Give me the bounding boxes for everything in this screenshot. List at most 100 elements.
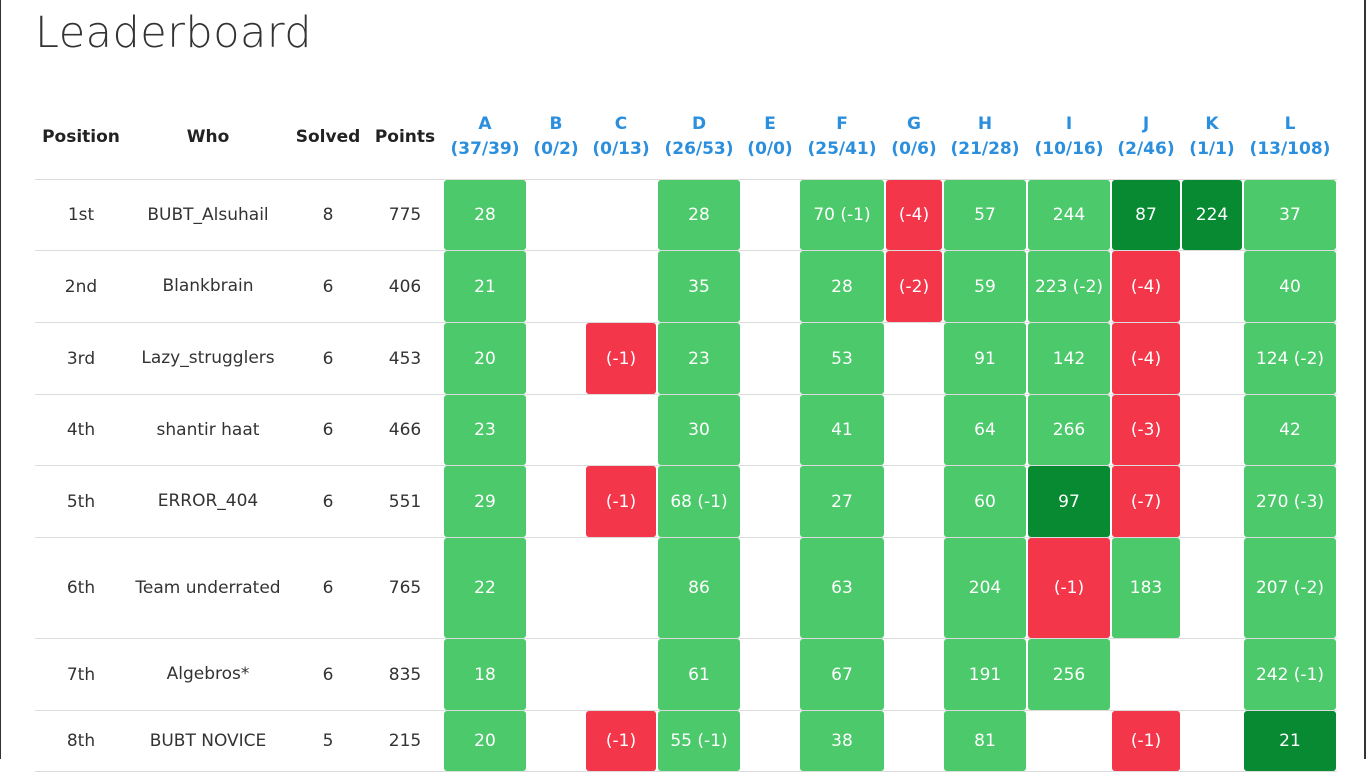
problem-letter[interactable]: G [907,113,921,134]
problem-letter[interactable]: F [836,113,848,134]
problem-stats: (1/1) [1189,138,1235,159]
header-points: Points [367,94,443,180]
problem-stats: (0/2) [533,138,579,159]
rejected-result: (-4) [1112,323,1180,394]
accepted-result: 53 [800,323,884,394]
empty-result [886,323,942,394]
team-name-cell[interactable]: BUBT_Alsuhail [127,180,289,251]
problem-cell-b [527,395,585,466]
accepted-result: 40 [1244,251,1336,322]
problem-header-b[interactable]: B (0/2) [527,94,585,180]
problem-cell-e [741,251,799,323]
team-name-cell[interactable]: Lazy_strugglers [127,323,289,395]
problem-letter[interactable]: J [1142,113,1150,134]
problem-header-k[interactable]: K (1/1) [1181,94,1243,180]
position-cell: 4th [35,395,127,466]
problem-cell-c [585,251,657,323]
team-name-cell[interactable]: Team underrated [127,538,289,639]
table-row: 3rd Lazy_strugglers 6 453 20 (-1) 23 53 91 142 (-4… [35,323,1337,395]
problem-cell-h: 57 [943,180,1027,251]
accepted-result: 142 [1028,323,1110,394]
problem-cell-j: (-7) [1111,466,1181,538]
team-name-cell[interactable]: BUBT NOVICE [127,711,289,772]
accepted-result: 68 (-1) [658,466,740,537]
problem-cell-l: 37 [1243,180,1337,251]
rejected-result: (-4) [1112,251,1180,322]
problem-letter[interactable]: B [549,113,563,134]
problem-letter[interactable]: C [614,113,628,134]
problem-cell-c: (-1) [585,323,657,395]
problem-stats: (0/6) [891,138,937,159]
problem-header-j[interactable]: J (2/46) [1111,94,1181,180]
team-name-cell[interactable]: Blankbrain [127,251,289,323]
team-name-cell[interactable]: shantir haat [127,395,289,466]
problem-cell-b [527,180,585,251]
problem-cell-c [585,180,657,251]
accepted-result: 22 [444,538,526,638]
problem-cell-c [585,395,657,466]
rejected-result: (-1) [586,711,656,771]
problem-letter[interactable]: A [478,113,492,134]
problem-letter[interactable]: H [977,113,993,134]
problem-cell-k [1181,711,1243,772]
problem-stats: (37/39) [450,138,520,159]
problem-header-l[interactable]: L (13/108) [1243,94,1337,180]
empty-result [886,395,942,465]
empty-result [886,639,942,710]
solved-cell: 6 [289,466,367,538]
problem-cell-i: (-1) [1027,538,1111,639]
problem-cell-j [1111,639,1181,711]
problem-letter[interactable]: L [1284,113,1296,134]
position-cell: 3rd [35,323,127,395]
problem-cell-k [1181,251,1243,323]
problem-header-g[interactable]: G (0/6) [885,94,943,180]
team-name-cell[interactable]: Algebros* [127,639,289,711]
empty-result [528,395,584,465]
empty-result [528,466,584,537]
problem-cell-f: 27 [799,466,885,538]
accepted-result: 67 [800,639,884,710]
problem-cell-i [1027,711,1111,772]
problem-header-c[interactable]: C (0/13) [585,94,657,180]
problem-cell-d: 55 (-1) [657,711,741,772]
position-cell: 2nd [35,251,127,323]
accepted-result: 23 [658,323,740,394]
problem-cell-e [741,711,799,772]
accepted-result: 270 (-3) [1244,466,1336,537]
problem-letter[interactable]: E [764,113,776,134]
empty-result [586,395,656,465]
problem-cell-e [741,395,799,466]
problem-header-d[interactable]: D (26/53) [657,94,741,180]
problem-cell-g [885,395,943,466]
rejected-result: (-1) [586,323,656,394]
points-cell: 466 [367,395,443,466]
rejected-result: (-4) [886,180,942,250]
problem-header-h[interactable]: H (21/28) [943,94,1027,180]
empty-result [742,538,798,638]
first-solve-result: 97 [1028,466,1110,537]
problem-letter[interactable]: K [1205,113,1219,134]
problem-cell-j: (-3) [1111,395,1181,466]
table-row: 6th Team underrated 6 765 22 86 63 204 (-1) 183 20… [35,538,1337,639]
problem-cell-d: 86 [657,538,741,639]
problem-cell-c [585,639,657,711]
problem-letter[interactable]: I [1065,113,1073,134]
problem-stats: (2/46) [1117,138,1175,159]
team-name-cell[interactable]: ERROR_404 [127,466,289,538]
problem-header-a[interactable]: A (37/39) [443,94,527,180]
problem-cell-h: 204 [943,538,1027,639]
problem-header-i[interactable]: I (10/16) [1027,94,1111,180]
problem-cell-k [1181,466,1243,538]
problem-cell-h: 64 [943,395,1027,466]
position-cell: 7th [35,639,127,711]
problem-letter[interactable]: D [691,113,707,134]
problem-cell-l: 21 [1243,711,1337,772]
accepted-result: 29 [444,466,526,537]
points-cell: 406 [367,251,443,323]
window-border-right [1364,0,1366,759]
problem-cell-h: 191 [943,639,1027,711]
problem-header-f[interactable]: F (25/41) [799,94,885,180]
empty-result [742,395,798,465]
problem-header-e[interactable]: E (0/0) [741,94,799,180]
empty-result [886,466,942,537]
